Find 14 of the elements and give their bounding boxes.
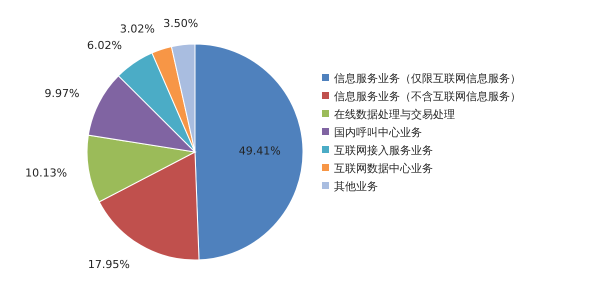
data-label: 10.13% xyxy=(25,166,68,180)
data-label: 3.02% xyxy=(120,22,155,36)
legend-label: 其他业务 xyxy=(334,180,378,193)
legend-label: 互联网接入服务业务 xyxy=(334,144,433,157)
legend-label: 信息服务业务（仅限互联网信息服务） xyxy=(334,72,521,85)
legend-label: 国内呼叫中心业务 xyxy=(334,126,422,139)
data-label: 49.41% xyxy=(238,144,281,158)
legend-label: 在线数据处理与交易处理 xyxy=(334,108,455,121)
data-label: 3.50% xyxy=(163,17,198,30)
legend-label: 互联网数据中心业务 xyxy=(334,162,433,175)
legend-label: 信息服务业务（不含互联网信息服务） xyxy=(334,90,521,103)
data-label: 6.02% xyxy=(87,38,122,52)
data-label: 9.97% xyxy=(44,87,80,100)
data-label: 17.95% xyxy=(88,258,130,271)
